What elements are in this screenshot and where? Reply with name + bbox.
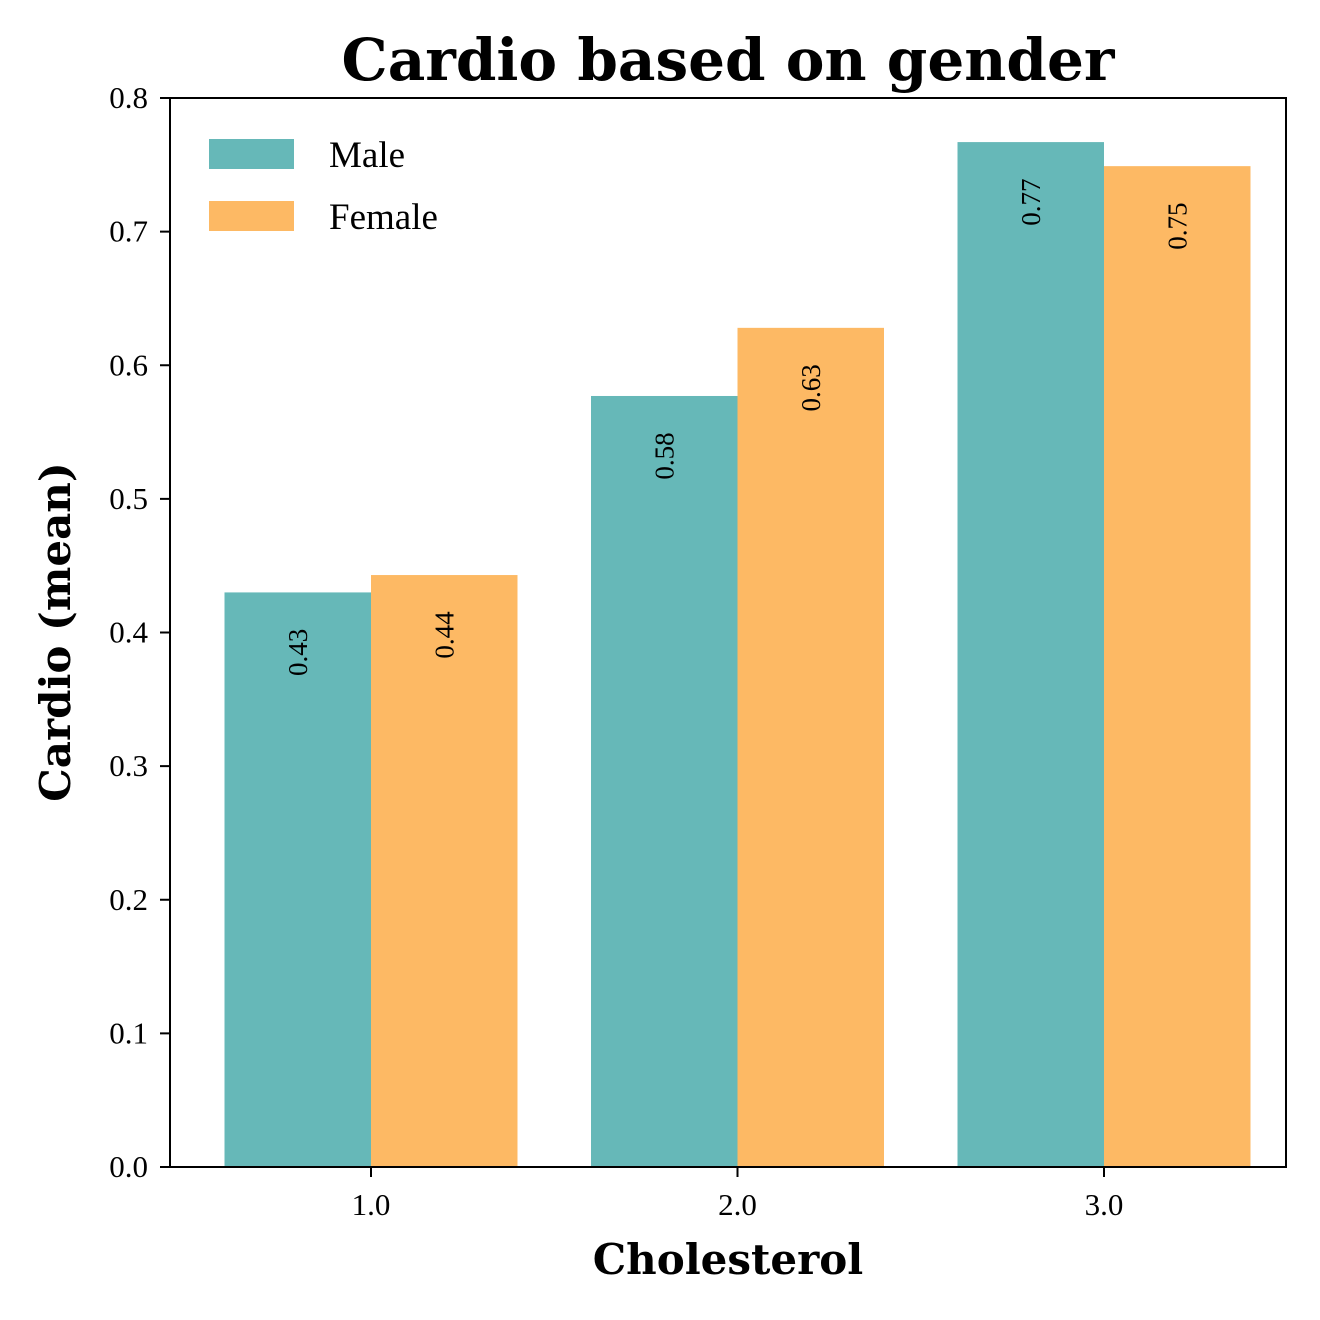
y-tick-label: 0.3 [109,748,148,783]
data-label-male-1: 0.43 [283,629,313,676]
bar-male-1 [224,592,371,1167]
bar-female-2 [737,327,884,1168]
chart-title: Cardio based on gender [342,26,1116,94]
bar-male-3 [957,142,1104,1168]
data-label-female-3: 0.75 [1162,203,1192,250]
plot-frame [169,97,1287,1168]
bar-female-3 [1104,166,1251,1167]
x-tick-label: 2.0 [718,1187,757,1222]
bar-female-1 [371,575,518,1167]
data-label-female-1: 0.44 [429,611,459,659]
y-tick-label: 0.0 [109,1149,148,1184]
y-tick-label: 0.4 [109,615,148,650]
x-axis-label: Cholesterol [593,1235,864,1284]
data-label-male-3: 0.77 [1016,178,1046,225]
y-axis: 0.0 0.1 0.2 0.3 0.4 0.5 0.6 0.7 0.8 [109,80,170,1184]
bar-male-2 [591,395,738,1167]
y-tick-label: 0.2 [109,882,148,917]
y-axis-label: Cardio (mean) [31,462,80,801]
legend: Male Female [209,135,438,238]
y-tick-label: 0.8 [109,80,148,115]
legend-label-male: Male [329,135,405,176]
y-tick-label: 0.5 [109,481,148,516]
y-tick-label: 0.6 [109,347,148,382]
legend-swatch-male [209,139,294,169]
x-axis: 1.0 2.0 3.0 [352,1167,1124,1222]
legend-swatch-female [209,201,294,231]
data-label-female-2: 0.63 [796,364,826,411]
x-tick-label: 1.0 [352,1187,391,1222]
x-tick-label: 3.0 [1085,1187,1124,1222]
y-tick-label: 0.1 [109,1015,148,1050]
y-tick-label: 0.7 [109,214,148,249]
data-label-male-2: 0.58 [649,432,679,479]
legend-label-female: Female [329,197,438,238]
bars-group: 0.43 0.58 0.77 0.44 0.63 0.75 [224,142,1251,1168]
